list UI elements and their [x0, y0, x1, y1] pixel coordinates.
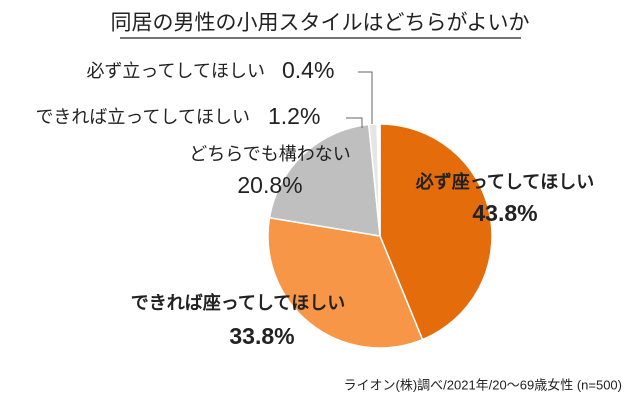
source-note: ライオン(株)調べ/2021年/20～69歳女性 (n=500)	[343, 377, 622, 392]
slice-label: 必ず座ってしてほしい	[415, 171, 595, 192]
slice-label: できれば座ってしてほしい	[131, 292, 346, 313]
value-label: 20.8%	[237, 172, 302, 198]
slice-label: 必ず立ってしてほしい	[86, 61, 265, 81]
slice-label: どちらでも構わない	[189, 144, 350, 164]
value-label: 0.4%	[282, 57, 334, 83]
pie-slice	[267, 216, 424, 349]
pie	[267, 123, 493, 349]
value-label: 43.8%	[472, 200, 537, 226]
value-label: 33.8%	[229, 323, 294, 349]
pie-slice	[376, 123, 381, 237]
leader-line	[346, 117, 363, 128]
pie-slice	[379, 123, 493, 341]
pie-slice	[268, 123, 381, 237]
value-label: 1.2%	[268, 103, 320, 129]
leader-line	[358, 71, 373, 124]
chart-title: 同居の男性の小用スタイルはどちらがよいか	[111, 12, 530, 35]
slice-label: できれば立ってしてほしい	[35, 107, 250, 127]
